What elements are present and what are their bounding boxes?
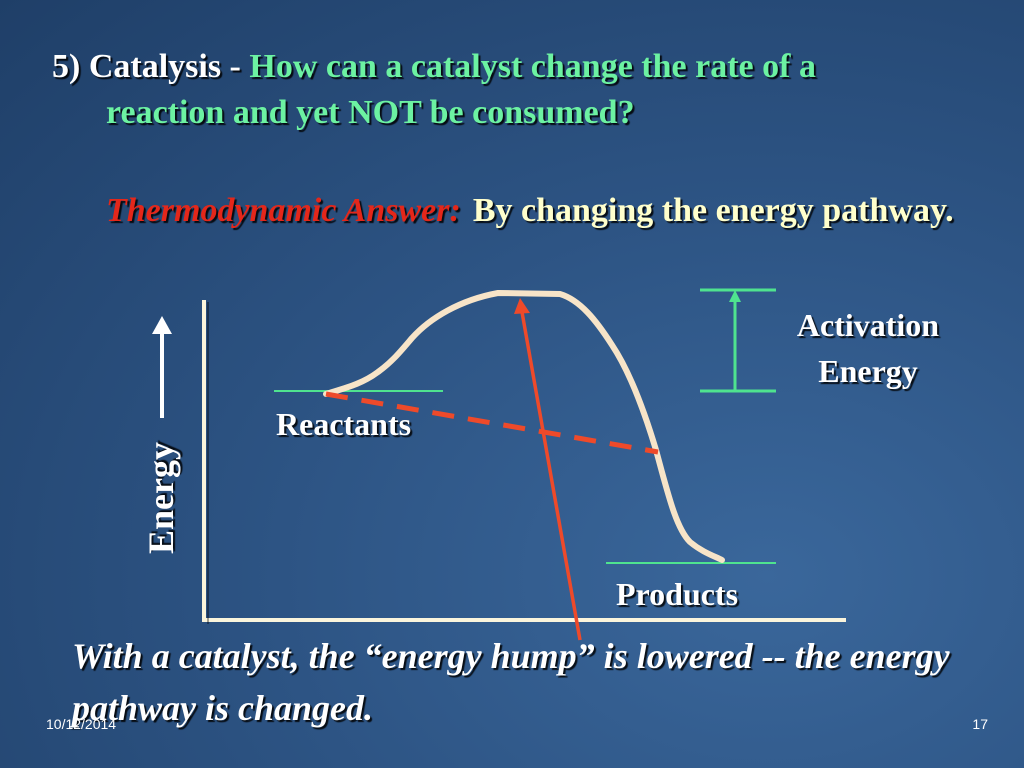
heading-line-1: 5) Catalysis - How can a catalyst change…: [52, 44, 992, 90]
activation-energy-label: Activation Energy: [776, 302, 960, 394]
pointer-arrow: [514, 298, 582, 641]
reactants-label: Reactants: [276, 406, 412, 442]
slide-number: 17: [972, 716, 988, 732]
uncatalyzed-energy-curve: [323, 290, 725, 563]
activation-label-line1: Activation: [796, 307, 940, 343]
products-label: Products: [616, 576, 739, 612]
catalyzed-pathway-dashed: [325, 391, 659, 455]
answer-label: Thermodynamic Answer:: [106, 192, 461, 229]
heading-number: 5) Catalysis -: [52, 48, 250, 85]
heading-question-part1: How can a catalyst change the rate of a: [249, 48, 816, 85]
thermodynamic-answer: Thermodynamic Answer: By changing the ene…: [106, 188, 966, 234]
activation-energy-bracket: [700, 288, 776, 393]
heading-question-part2: reaction and yet NOT be consumed?: [106, 94, 635, 131]
slide-date: 10/12/2014: [46, 716, 117, 732]
y-axis-label: Energy: [141, 442, 181, 554]
slide-heading: 5) Catalysis - How can a catalyst change…: [52, 44, 992, 136]
activation-label-line2: Energy: [818, 353, 918, 389]
axes: [202, 300, 846, 624]
energy-up-arrow: [152, 316, 172, 418]
answer-text: By changing the energy pathway.: [472, 192, 954, 229]
conclusion-text: With a catalyst, the “energy hump” is lo…: [72, 636, 950, 728]
